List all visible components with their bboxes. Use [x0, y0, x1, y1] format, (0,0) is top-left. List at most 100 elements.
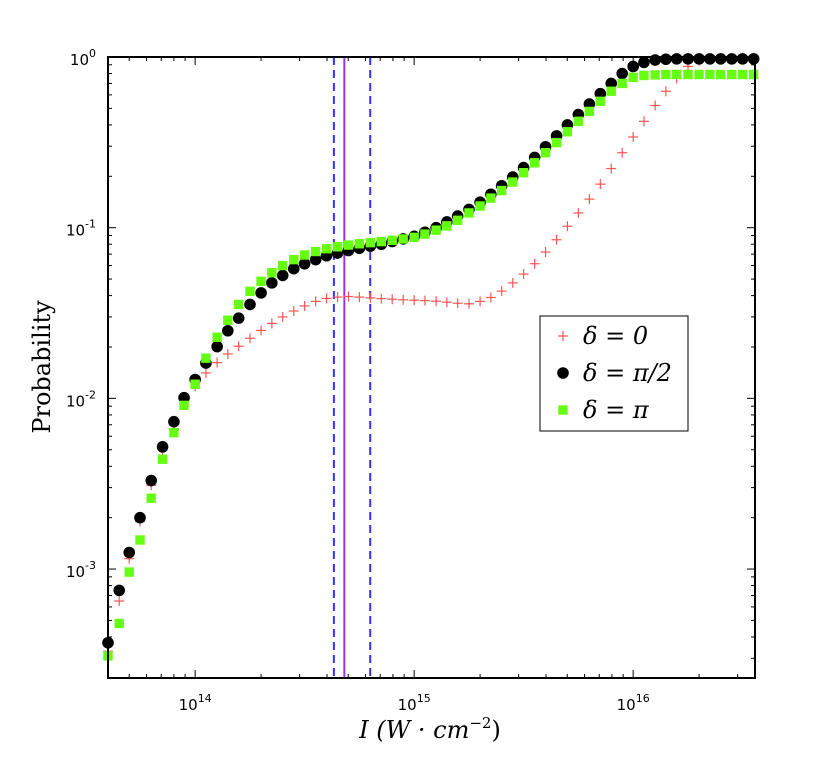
data-point: [714, 53, 727, 65]
data-point: [725, 53, 738, 65]
data-point: [628, 131, 639, 142]
data-point: [649, 54, 661, 66]
data-point: [168, 415, 180, 428]
legend: δ = 0 δ = π/2 δ = π: [539, 315, 689, 432]
data-point: [332, 242, 343, 252]
x-tick-labels: 1014 1015 1016: [179, 692, 650, 714]
data-point: [562, 221, 573, 232]
data-point: [650, 100, 661, 111]
data-point: [354, 239, 365, 249]
data-point: [212, 357, 223, 368]
data-point: [727, 69, 737, 80]
y-tick-label: 10-2: [66, 388, 96, 410]
data-point: [475, 296, 486, 307]
data-point: [737, 69, 748, 80]
data-point: [419, 295, 430, 306]
data-point: [299, 300, 310, 311]
legend-label: δ = π/2: [583, 359, 672, 387]
data-point: [223, 315, 233, 325]
data-point: [464, 208, 474, 218]
data-point: [244, 298, 256, 311]
data-point: [616, 67, 628, 80]
data-point: [211, 340, 223, 353]
data-point: [387, 294, 398, 305]
data-point: [343, 240, 354, 250]
data-point: [573, 116, 584, 127]
data-point: [518, 269, 529, 280]
data-point: [277, 260, 288, 271]
data-point: [200, 367, 211, 378]
legend-label: δ = π: [583, 396, 650, 424]
data-point: [496, 185, 507, 196]
data-point: [551, 137, 562, 148]
data-point: [244, 333, 255, 344]
data-point: [508, 177, 518, 187]
y-axis-title: Probability: [28, 300, 56, 434]
data-point: [605, 77, 618, 90]
data-point: [212, 332, 222, 342]
data-point: [145, 474, 158, 487]
data-point: [289, 254, 299, 265]
data-point: [178, 391, 190, 404]
data-point: [233, 341, 244, 352]
y-tick-label: 10-3: [66, 559, 96, 581]
data-point: [595, 179, 606, 190]
data-point: [441, 297, 452, 308]
data-point: [628, 72, 638, 83]
data-point: [387, 235, 397, 246]
data-point: [201, 353, 211, 363]
data-point: [606, 86, 616, 96]
data-point: [332, 292, 343, 303]
x-tick-label: 1016: [617, 692, 650, 714]
data-point: [321, 293, 332, 304]
data-point: [562, 127, 573, 137]
data-point: [595, 96, 606, 107]
data-point: [452, 298, 463, 309]
data-point: [398, 294, 409, 305]
data-point: [639, 70, 649, 81]
data-point: [670, 53, 683, 65]
data-point: [255, 287, 267, 299]
data-point: [694, 69, 704, 80]
series-square: [103, 69, 759, 661]
data-point: [409, 295, 420, 306]
data-point: [310, 246, 321, 257]
data-point: [266, 318, 277, 329]
data-point: [496, 286, 507, 297]
data-point: [169, 427, 179, 438]
data-point: [287, 262, 300, 275]
data-point: [232, 312, 245, 324]
data-point: [475, 201, 485, 211]
data-point: [617, 147, 628, 158]
data-point: [584, 106, 595, 117]
data-point: [222, 348, 233, 359]
data-point: [584, 194, 595, 205]
data-point: [594, 87, 607, 100]
data-point: [431, 225, 441, 235]
data-point: [660, 53, 672, 66]
x-tick-label: 1015: [398, 692, 431, 714]
data-point: [540, 147, 551, 158]
data-point: [277, 311, 288, 322]
data-point: [715, 69, 726, 80]
data-point: [222, 324, 234, 337]
data-point: [518, 167, 529, 178]
data-point: [134, 511, 146, 524]
data-point: [627, 60, 639, 73]
data-point: [233, 299, 244, 310]
data-point: [266, 277, 278, 289]
data-point: [135, 535, 145, 545]
data-point: [683, 69, 693, 80]
data-point: [420, 229, 430, 239]
data-point: [267, 267, 277, 278]
plot-frame: [107, 56, 756, 679]
data-point: [617, 78, 627, 89]
data-point: [376, 293, 387, 304]
data-point: [276, 269, 289, 282]
data-point: [398, 234, 408, 244]
data-point: [124, 567, 134, 577]
data-point: [540, 247, 551, 258]
data-point: [705, 69, 715, 80]
data-point: [660, 86, 671, 97]
legend-label: δ = 0: [583, 322, 648, 350]
